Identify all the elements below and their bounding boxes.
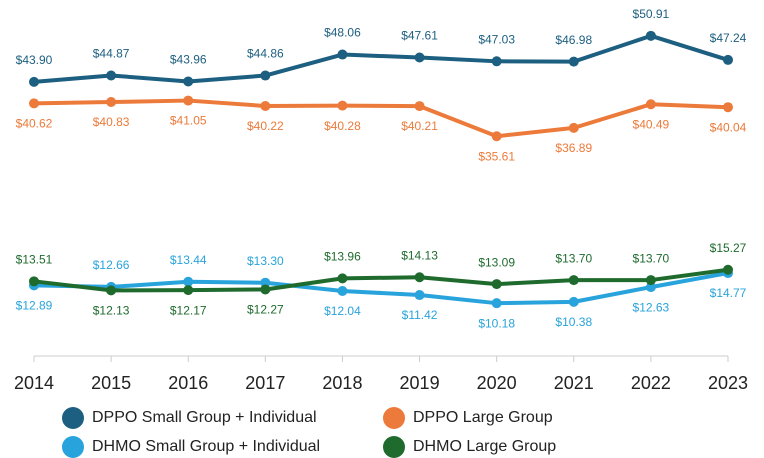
point bbox=[568, 56, 579, 67]
line bbox=[33, 271, 729, 306]
data-label: $15.27 bbox=[710, 241, 747, 255]
data-label: $13.70 bbox=[555, 251, 592, 265]
data-label: $13.70 bbox=[633, 251, 670, 265]
data-label: $35.61 bbox=[478, 149, 515, 163]
x-tick-label: 2021 bbox=[554, 373, 594, 393]
data-label: $12.66 bbox=[93, 258, 130, 272]
point bbox=[645, 282, 656, 293]
point bbox=[414, 101, 425, 112]
x-tick-label: 2017 bbox=[245, 373, 285, 393]
data-label: $36.89 bbox=[555, 141, 592, 155]
point bbox=[183, 285, 194, 296]
point bbox=[260, 70, 271, 81]
data-label: $12.63 bbox=[633, 300, 670, 314]
data-label: $13.09 bbox=[478, 255, 515, 269]
legend-marker bbox=[383, 436, 405, 458]
x-tick-label: 2019 bbox=[400, 373, 440, 393]
line bbox=[33, 98, 729, 139]
data-label: $14.77 bbox=[710, 286, 747, 300]
data-label: $40.83 bbox=[93, 115, 130, 129]
data-label: $12.04 bbox=[324, 304, 361, 318]
data-label: $14.13 bbox=[401, 248, 438, 262]
legend-label: DPPO Large Group bbox=[413, 409, 553, 426]
point bbox=[106, 70, 117, 81]
x-tick-label: 2020 bbox=[477, 373, 517, 393]
legend-marker bbox=[383, 407, 405, 429]
data-label: $40.62 bbox=[16, 117, 53, 131]
data-label: $13.44 bbox=[170, 253, 207, 267]
point bbox=[491, 56, 502, 67]
point bbox=[260, 284, 271, 295]
data-label: $47.03 bbox=[478, 32, 515, 46]
point bbox=[260, 101, 271, 112]
data-label: $41.05 bbox=[170, 114, 207, 128]
data-label: $40.22 bbox=[247, 119, 284, 133]
legend-label: DHMO Large Group bbox=[413, 438, 556, 455]
point bbox=[414, 272, 425, 283]
point bbox=[568, 275, 579, 286]
data-label: $44.87 bbox=[93, 47, 130, 61]
point bbox=[414, 52, 425, 63]
data-label: $43.90 bbox=[16, 53, 53, 67]
point bbox=[645, 99, 656, 110]
x-tick-label: 2018 bbox=[322, 373, 362, 393]
x-tick-label: 2023 bbox=[708, 373, 748, 393]
point bbox=[645, 30, 656, 41]
point bbox=[568, 122, 579, 133]
point bbox=[723, 54, 733, 65]
point bbox=[337, 285, 348, 296]
data-label: $12.17 bbox=[170, 303, 207, 317]
data-label: $43.96 bbox=[170, 53, 207, 67]
data-label: $10.18 bbox=[478, 316, 515, 330]
point bbox=[29, 98, 39, 109]
data-label: $40.21 bbox=[401, 119, 438, 133]
point bbox=[723, 264, 733, 275]
point bbox=[183, 76, 194, 87]
data-label: $40.28 bbox=[324, 119, 361, 133]
point bbox=[29, 276, 39, 287]
point bbox=[183, 95, 194, 106]
data-label: $12.13 bbox=[93, 304, 130, 318]
legend-marker bbox=[62, 436, 84, 458]
point bbox=[337, 100, 348, 111]
point bbox=[337, 273, 348, 284]
data-label: $47.24 bbox=[710, 31, 747, 45]
data-label: $40.49 bbox=[633, 117, 670, 131]
legend-label: DHMO Small Group + Individual bbox=[92, 438, 320, 455]
point bbox=[645, 275, 656, 286]
data-label: $44.86 bbox=[247, 47, 284, 61]
point bbox=[106, 285, 117, 296]
data-label: $12.27 bbox=[247, 303, 284, 317]
x-tick-label: 2014 bbox=[14, 373, 54, 393]
x-tick-label: 2022 bbox=[631, 373, 671, 393]
x-tick-label: 2015 bbox=[91, 373, 131, 393]
data-label: $13.51 bbox=[16, 252, 53, 266]
line bbox=[33, 267, 729, 293]
point bbox=[491, 279, 502, 290]
data-label: $13.96 bbox=[324, 250, 361, 264]
data-label: $40.04 bbox=[710, 120, 747, 134]
point bbox=[568, 296, 579, 307]
legend-label: DPPO Small Group + Individual bbox=[92, 409, 317, 426]
data-label: $47.61 bbox=[401, 29, 438, 43]
data-label: $11.42 bbox=[402, 308, 438, 322]
point bbox=[183, 276, 194, 287]
point bbox=[491, 298, 502, 309]
point bbox=[106, 97, 117, 108]
line bbox=[33, 33, 729, 84]
point bbox=[723, 102, 733, 113]
data-label: $48.06 bbox=[324, 26, 361, 40]
point bbox=[491, 131, 502, 142]
data-label: $12.89 bbox=[16, 299, 53, 313]
data-label: $13.30 bbox=[247, 254, 284, 268]
x-tick-label: 2016 bbox=[168, 373, 208, 393]
data-label: $46.98 bbox=[555, 33, 592, 47]
point bbox=[29, 76, 39, 87]
data-label: $50.91 bbox=[633, 7, 670, 21]
point bbox=[414, 290, 425, 301]
data-label: $10.38 bbox=[555, 315, 592, 329]
point bbox=[337, 49, 348, 60]
legend-marker bbox=[62, 407, 84, 429]
